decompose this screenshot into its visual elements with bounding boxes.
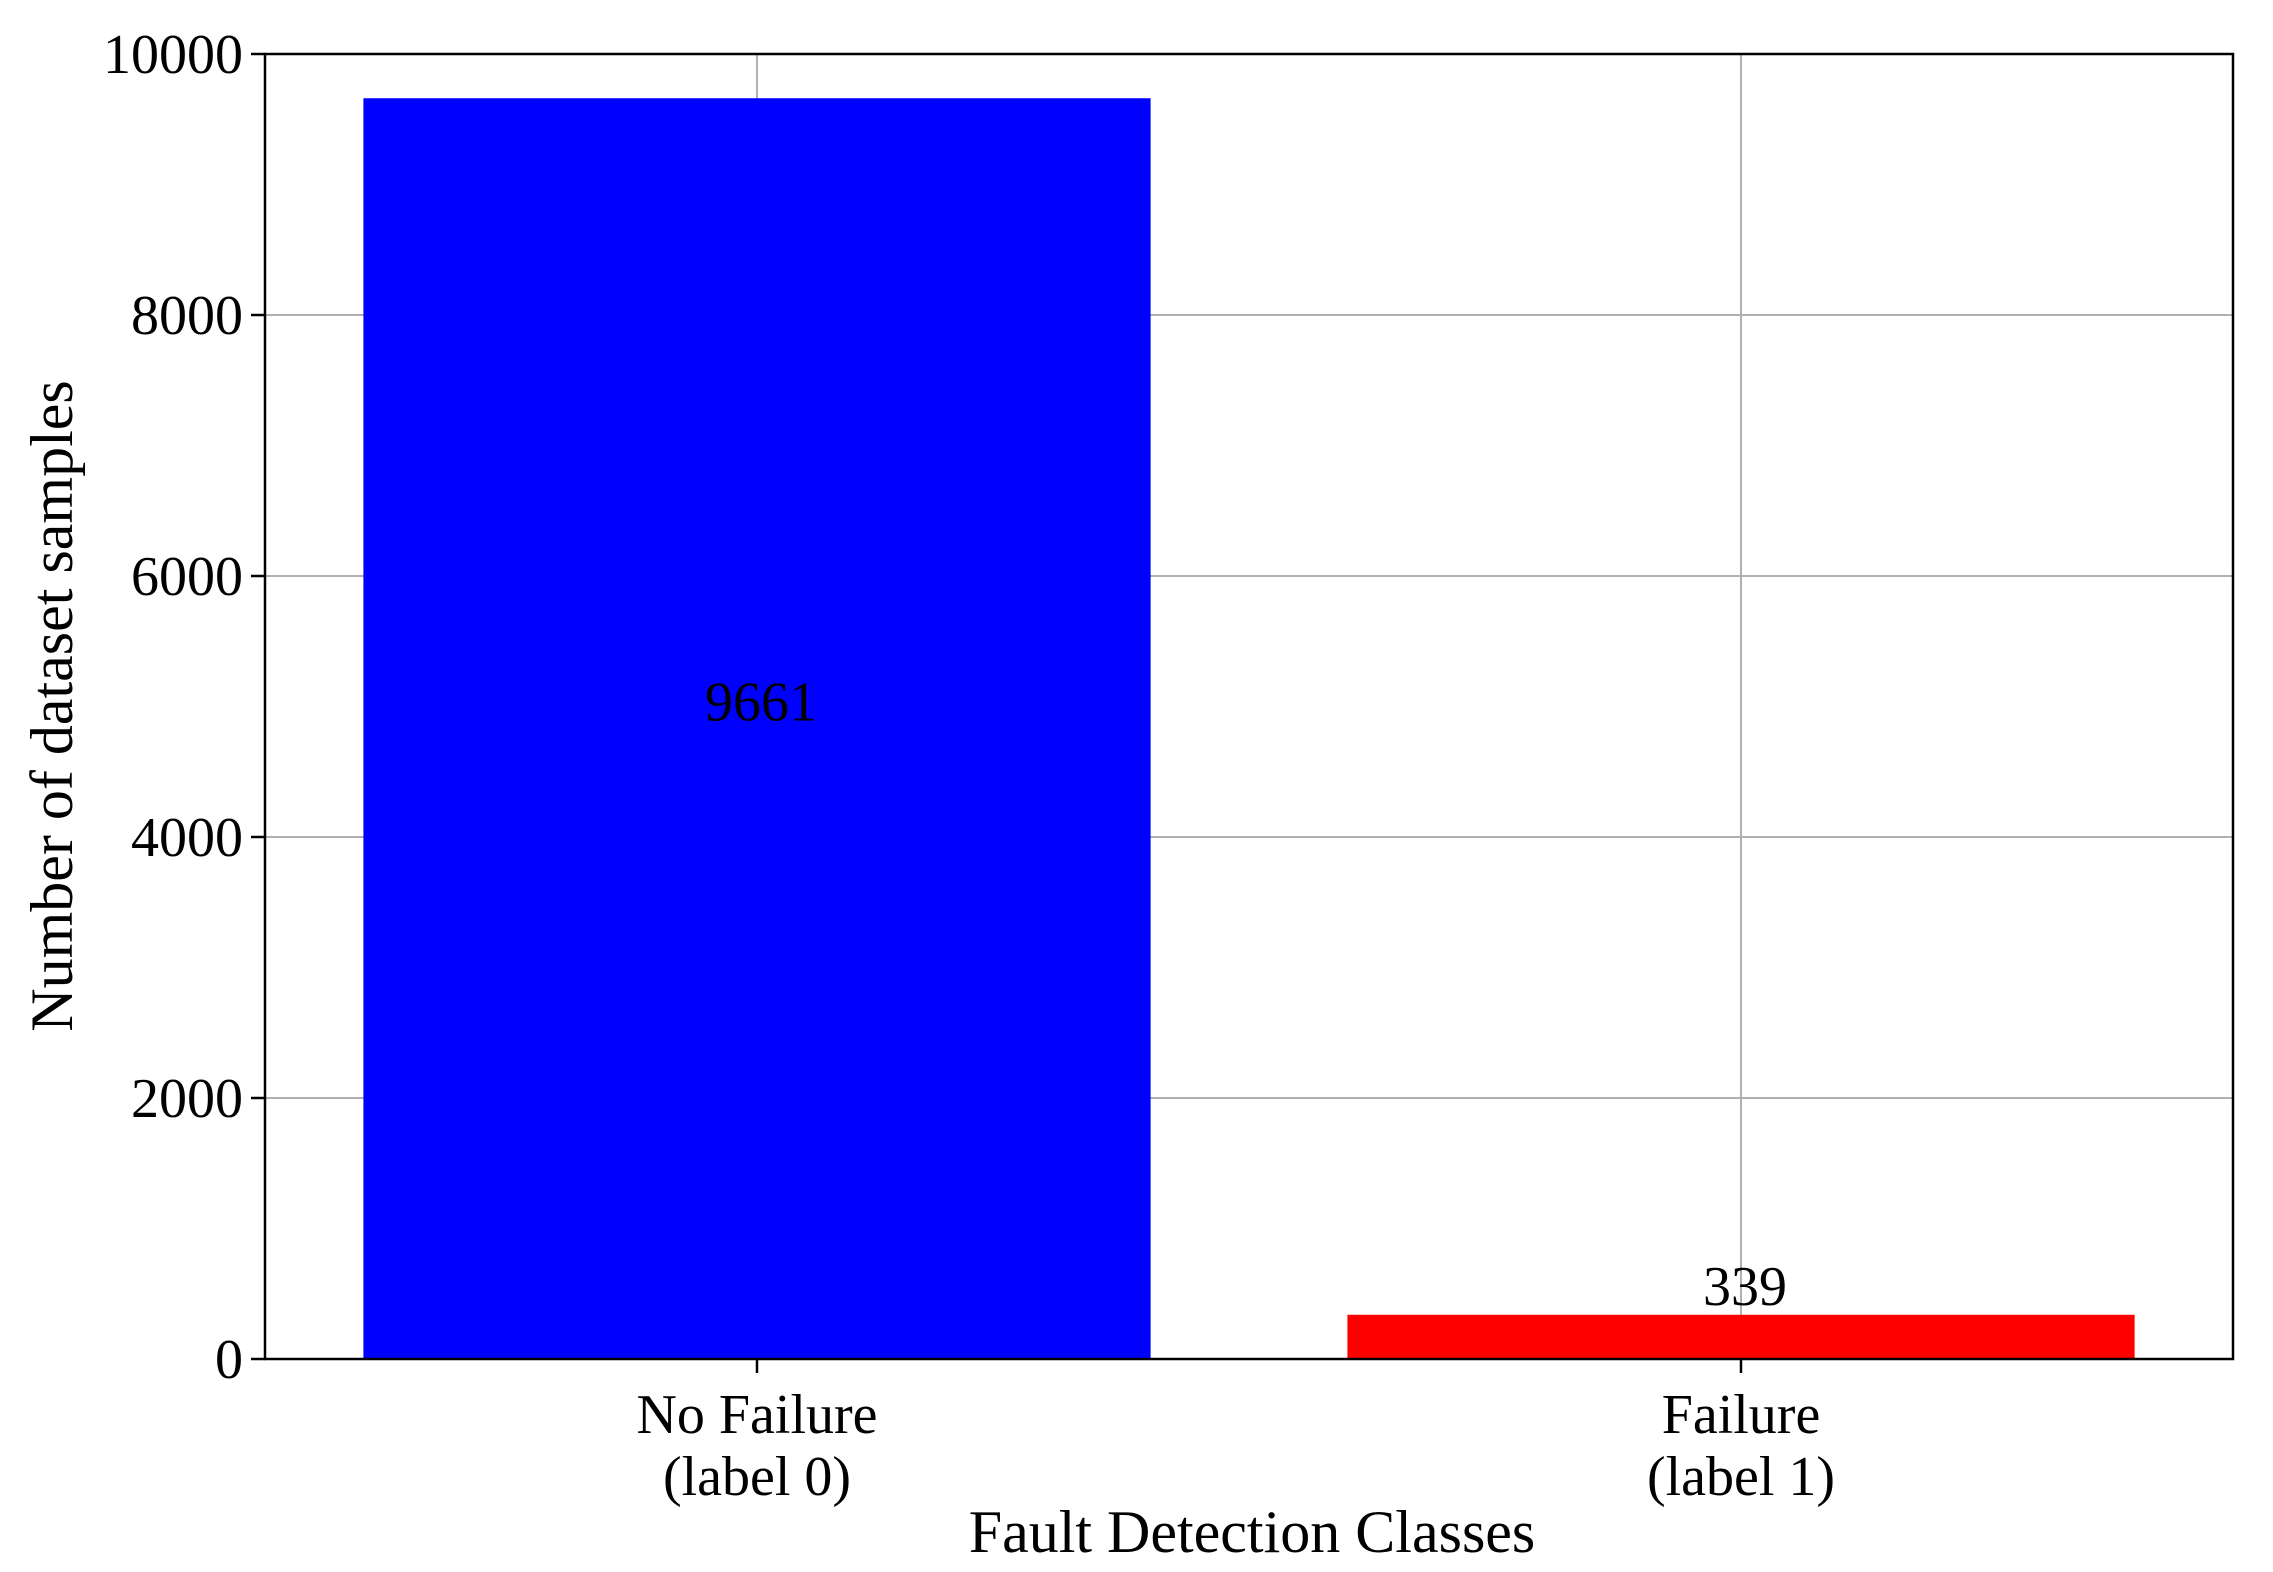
bars xyxy=(363,98,2135,1359)
y-tick-label: 10000 xyxy=(103,24,243,86)
y-tick-label: 4000 xyxy=(131,807,243,869)
axis-ticks: 0 2000 4000 6000 8000 10000 No Failure(label 0… xyxy=(103,24,1835,1508)
data-label-1: 339 xyxy=(1703,1256,1787,1318)
plot-frame xyxy=(263,52,2235,1361)
x-tick-label: Failure xyxy=(1662,1384,1821,1446)
y-tick-label: 0 xyxy=(215,1329,243,1391)
x-tick-label: No Failure xyxy=(636,1384,877,1446)
bar-0 xyxy=(363,98,1151,1359)
data-labels: 9661 339 xyxy=(705,672,1787,1318)
data-label-0: 9661 xyxy=(705,672,817,734)
x-tick-label: (label 0) xyxy=(663,1446,851,1508)
x-axis-title: Fault Detection Classes xyxy=(969,1499,1536,1565)
y-tick-label: 6000 xyxy=(131,546,243,608)
y-tick-label: 8000 xyxy=(131,285,243,347)
y-tick-label: 2000 xyxy=(131,1068,243,1130)
x-tick-label: (label 1) xyxy=(1647,1446,1835,1508)
bar-1 xyxy=(1347,1314,2135,1359)
y-axis-title: Number of dataset samples xyxy=(19,380,85,1031)
